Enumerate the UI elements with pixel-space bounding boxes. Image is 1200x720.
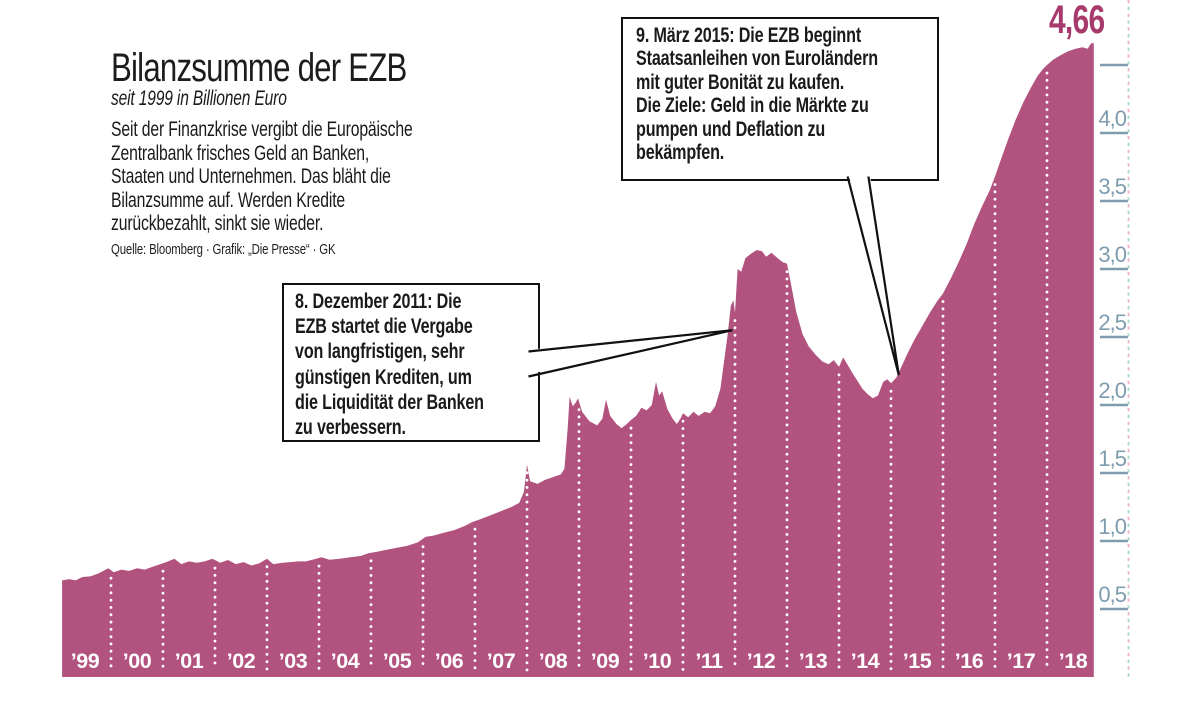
x-axis-label: ’13 xyxy=(799,649,828,673)
x-axis-label: ’08 xyxy=(539,649,568,673)
x-axis-label: ’16 xyxy=(955,649,984,673)
x-axis-label: ’00 xyxy=(123,649,152,673)
y-axis-label: 1,0 xyxy=(1098,514,1126,539)
annotation-text-ltro-2011: 8. Dezember 2011: Die EZB startet die Ve… xyxy=(295,289,484,440)
y-axis-label: 3,0 xyxy=(1098,242,1126,267)
x-axis-label: ’11 xyxy=(695,649,723,673)
x-axis-label: ’99 xyxy=(71,649,100,673)
x-axis-label: ’02 xyxy=(227,649,256,673)
x-axis-label: ’04 xyxy=(331,649,360,673)
annotation-box-qe-2015: 9. März 2015: Die EZB beginnt Staatsanle… xyxy=(621,17,939,181)
x-axis-label: ’03 xyxy=(279,649,308,673)
x-axis-label: ’18 xyxy=(1059,649,1088,673)
x-axis-label: ’10 xyxy=(643,649,672,673)
y-axis-label: 2,5 xyxy=(1098,310,1126,335)
source-credit: Quelle: Bloomberg · Grafik: „Die Presse“… xyxy=(111,241,336,258)
y-axis-label: 4,0 xyxy=(1098,106,1126,131)
x-axis-label: ’17 xyxy=(1007,649,1036,673)
y-axis-label: 1,5 xyxy=(1098,446,1126,471)
annotation-text-qe-2015: 9. März 2015: Die EZB beginnt Staatsanle… xyxy=(636,23,878,165)
x-axis-label: ’06 xyxy=(435,649,464,673)
x-axis-label: ’07 xyxy=(487,649,516,673)
x-axis-label: ’05 xyxy=(383,649,412,673)
x-axis-label: ’09 xyxy=(591,649,620,673)
y-axis-label: 0,5 xyxy=(1098,582,1126,607)
x-axis-label: ’15 xyxy=(903,649,932,673)
x-axis-label: ’01 xyxy=(175,649,204,673)
x-axis-label: ’12 xyxy=(747,649,776,673)
x-axis-label: ’14 xyxy=(851,649,880,673)
peak-value-label: 4,66 xyxy=(1049,0,1105,42)
chart-description: Seit der Finanzkrise vergibt die Europäi… xyxy=(111,118,413,236)
chart-title: Bilanzsumme der EZB xyxy=(111,46,407,90)
y-axis-label: 3,5 xyxy=(1098,174,1126,199)
annotation-box-ltro-2011: 8. Dezember 2011: Die EZB startet die Ve… xyxy=(282,283,540,442)
y-axis-label: 2,0 xyxy=(1098,378,1126,403)
chart-subtitle: seit 1999 in Billionen Euro xyxy=(111,87,287,110)
area-series xyxy=(62,43,1094,677)
